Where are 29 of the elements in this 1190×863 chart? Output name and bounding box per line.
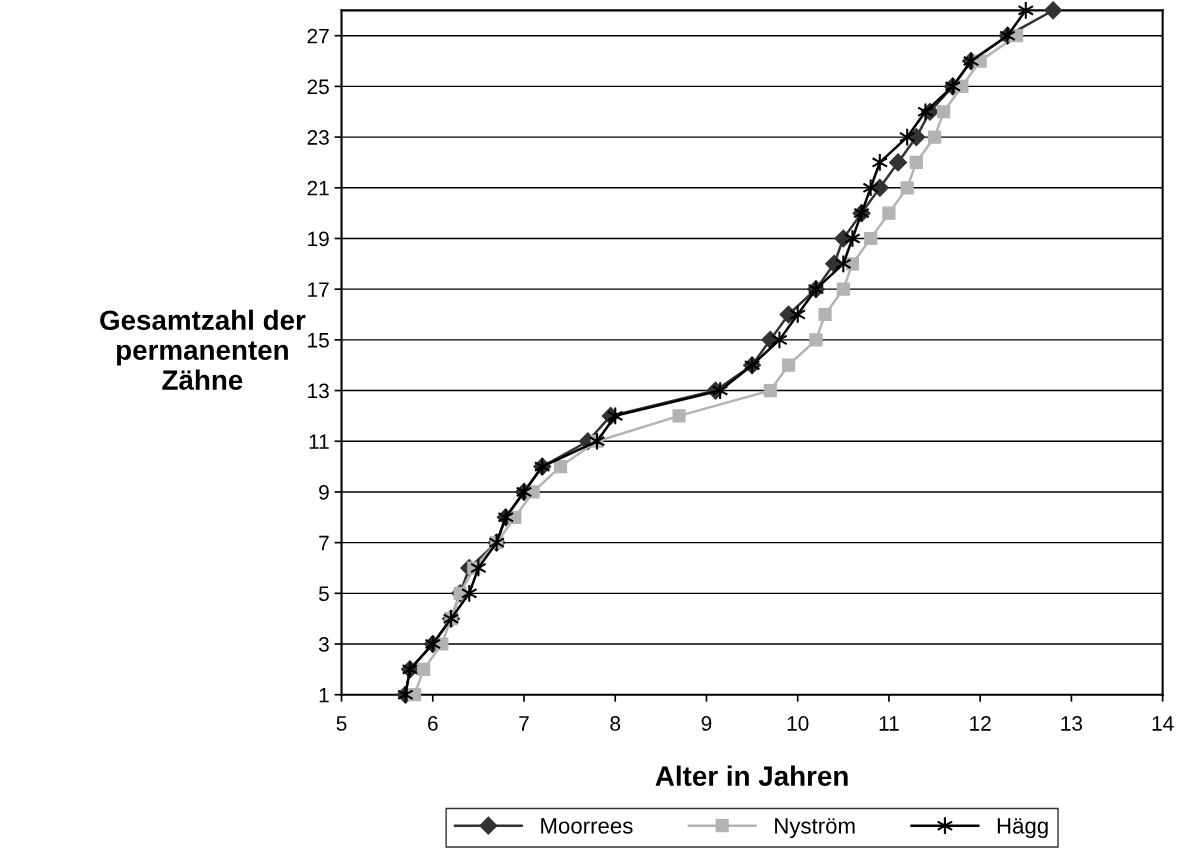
x-tick-label: 11: [879, 716, 899, 731]
y-tick-label: 13: [308, 383, 329, 399]
y-tick-label: 1: [319, 687, 329, 703]
legend-label: Hägg: [997, 818, 1048, 839]
y-tick-label: 11: [309, 434, 329, 449]
y-tick-label: 7: [319, 535, 329, 551]
x-axis-title: Alter in Jahren: [655, 765, 848, 786]
x-tick-label: 9: [701, 716, 712, 731]
x-tick-label: 5: [336, 716, 347, 731]
legend-label: Moorrees: [541, 818, 633, 834]
y-tick-label: 5: [318, 586, 329, 602]
y-tick-label: 3: [318, 637, 329, 652]
x-tick-label: 14: [1152, 716, 1174, 731]
y-tick-label: 9: [319, 484, 329, 500]
y-tick-label: 15: [308, 333, 329, 348]
legend-label: Nyström: [775, 818, 855, 839]
y-tick-label: 21: [307, 180, 329, 196]
x-tick-label: 8: [610, 716, 621, 731]
x-tick-label: 12: [970, 716, 991, 731]
x-tick-label: 10: [787, 716, 809, 731]
x-tick-label: 13: [1061, 716, 1083, 731]
x-tick-label: 7: [519, 716, 529, 731]
x-tick-label: 6: [428, 716, 438, 731]
y-tick-label: 19: [308, 231, 329, 247]
y-axis-title: Gesamtzahl der permanenten Zähne: [100, 309, 306, 390]
y-tick-label: 17: [308, 282, 329, 297]
y-tick-label: 27: [307, 28, 329, 44]
y-tick-label: 25: [307, 79, 329, 95]
y-tick-label: 23: [307, 130, 329, 145]
